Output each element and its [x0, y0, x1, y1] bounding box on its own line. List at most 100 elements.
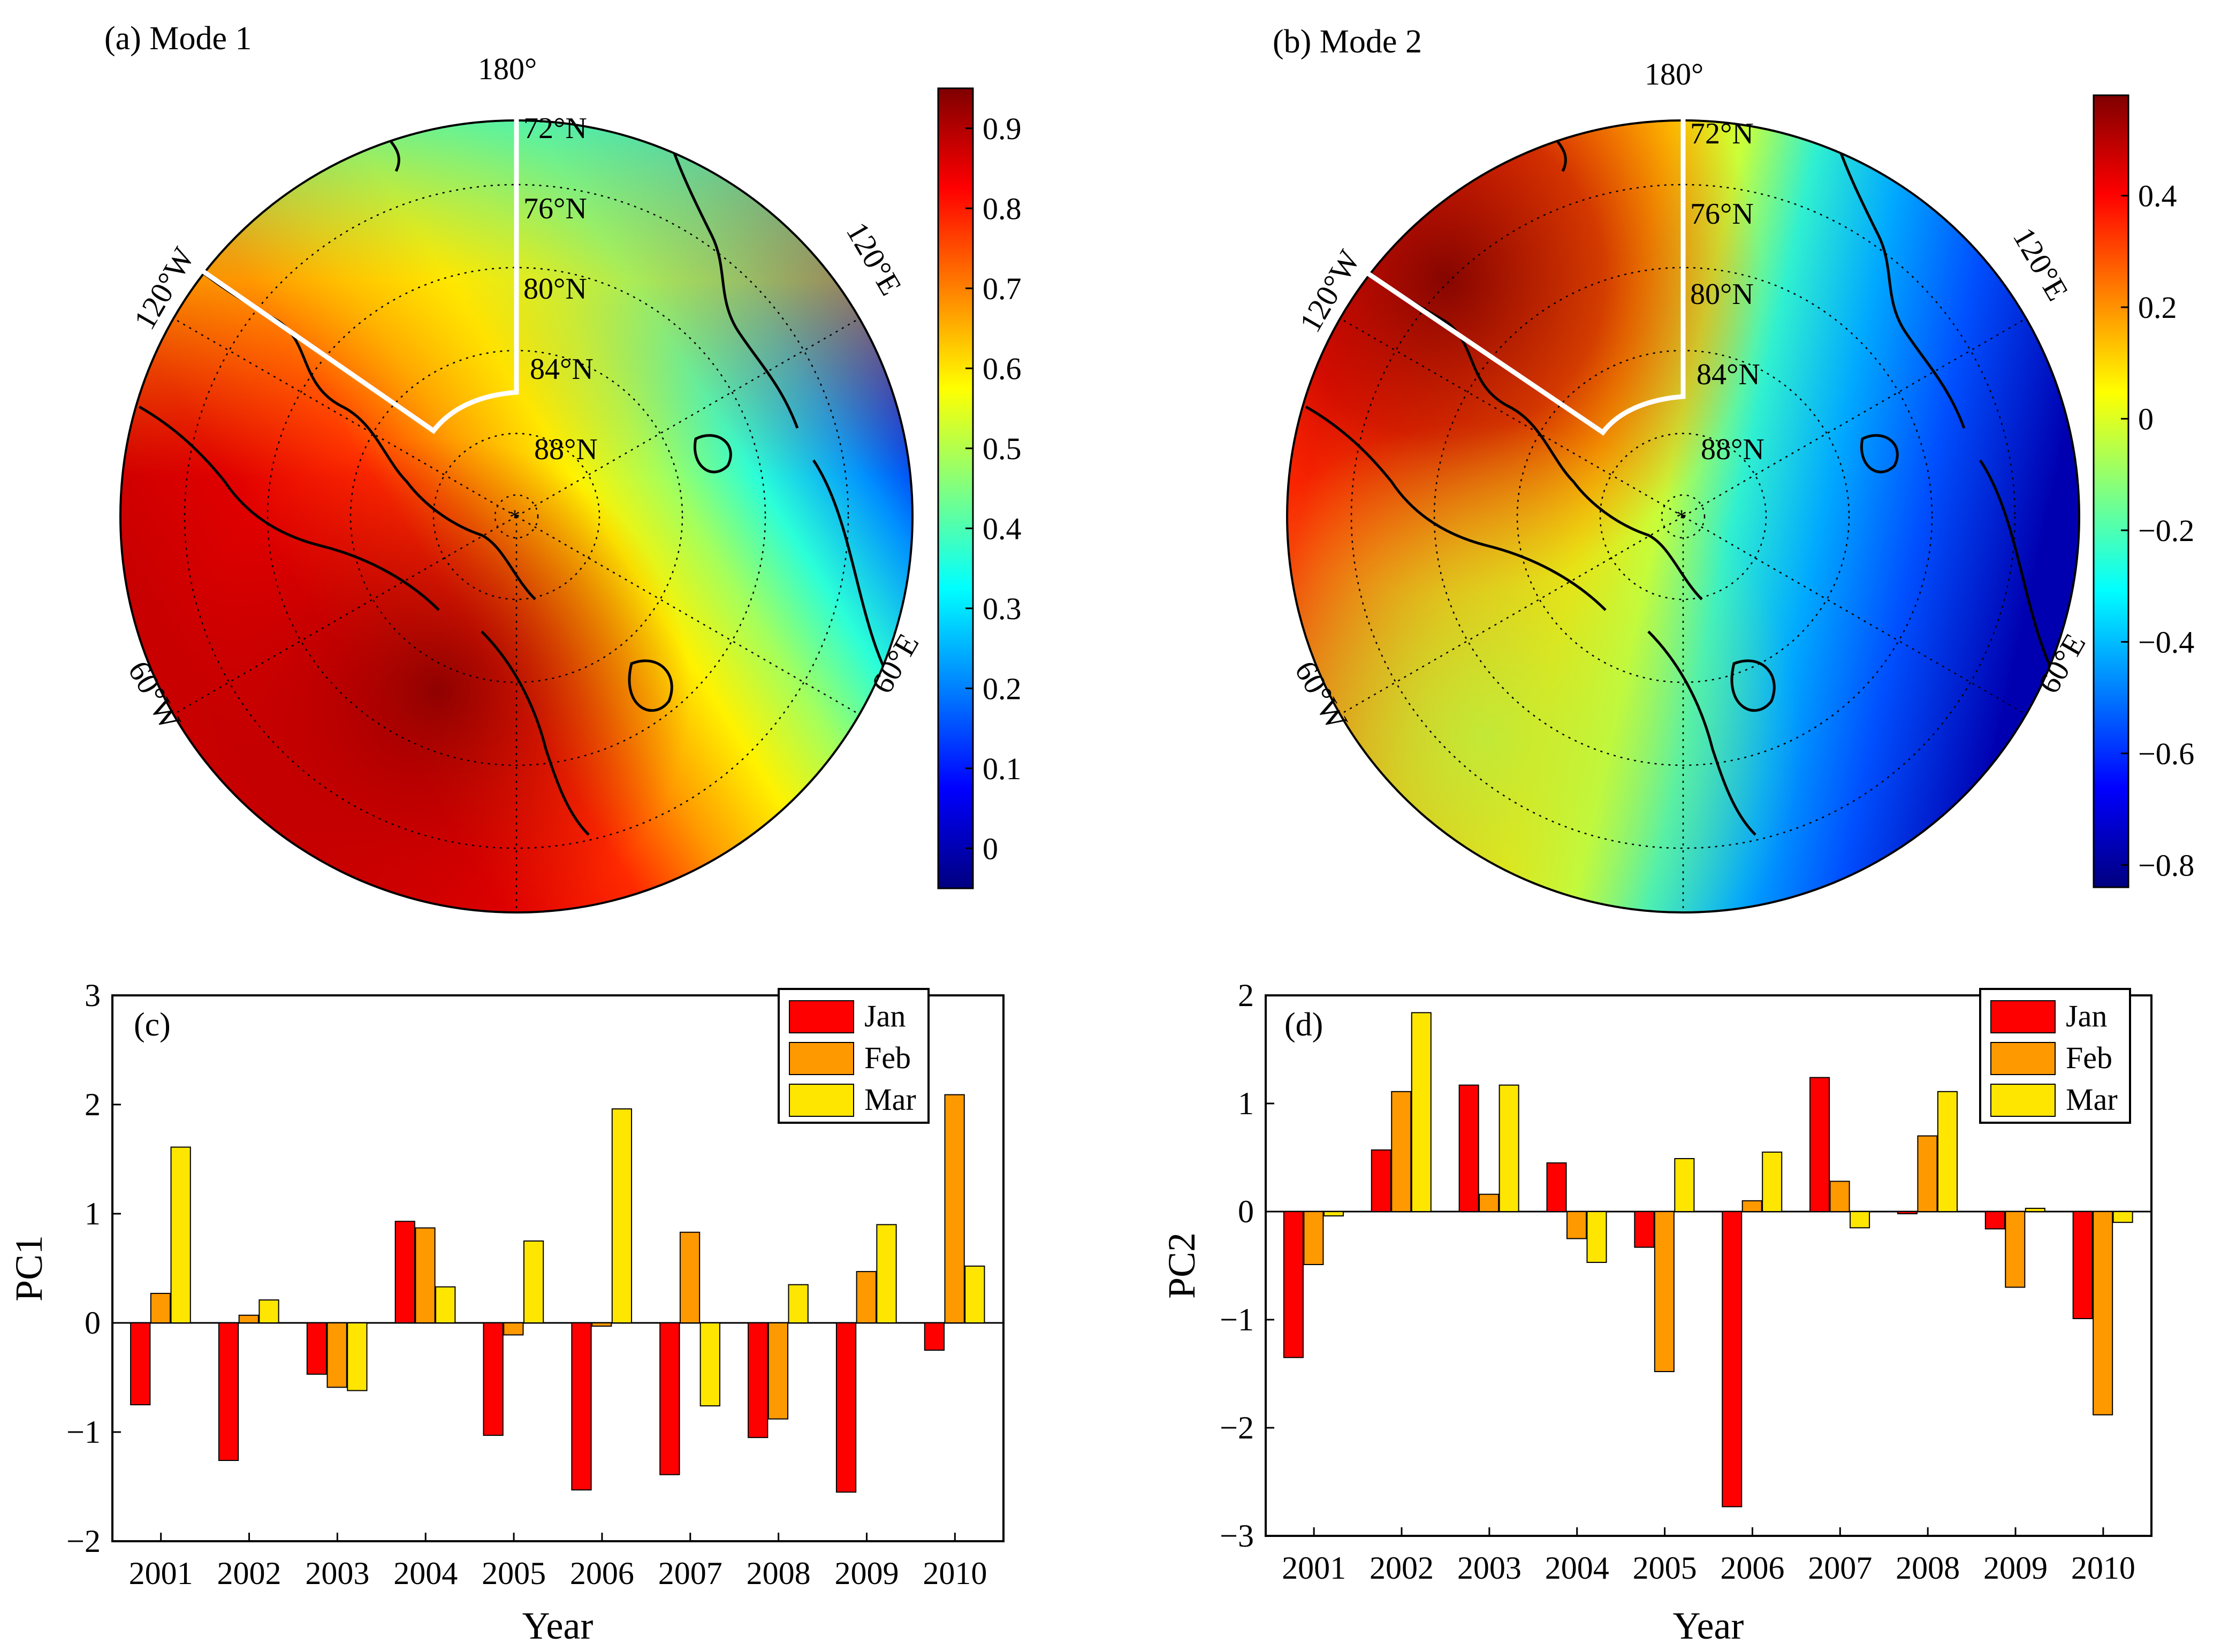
map-a-lat-76: 76°N — [523, 192, 587, 225]
chart-c-bar-mar-2001 — [170, 1146, 191, 1324]
chart-d-bar-feb-2004 — [1566, 1211, 1587, 1239]
chart-c-x-tick-label: 2004 — [393, 1556, 458, 1591]
chart-c-bar-mar-2002 — [258, 1299, 279, 1323]
chart-c-bar-jan-2007 — [659, 1322, 680, 1475]
chart-c-x-tick-label: 2007 — [658, 1556, 722, 1591]
chart-d-legend-label-mar: Mar — [2066, 1082, 2118, 1117]
chart-d-bar-jan-2006 — [1722, 1211, 1743, 1508]
chart-c-ylabel: PC1 — [7, 1235, 50, 1301]
chart-c-bar-jan-2004 — [394, 1221, 415, 1324]
map-panel-a: (a) Mode 1 — [104, 20, 1022, 913]
colorbar-a-tick-label: 0.2 — [983, 671, 1022, 706]
chart-d-bar-feb-2009 — [2005, 1211, 2026, 1288]
chart-d-bar-mar-2010 — [2112, 1211, 2133, 1223]
colorbar-b-tick-label: −0.4 — [2138, 625, 2194, 659]
chart-c-x-tick-label: 2005 — [482, 1556, 546, 1591]
chart-c-xlabel: Year — [522, 1604, 594, 1647]
chart-c-legend-label-jan: Jan — [864, 999, 906, 1033]
chart-c-panel-label: (c) — [134, 1007, 171, 1043]
colorbar-a-tick-label: 0 — [983, 831, 998, 866]
chart-c-x-tick-label: 2006 — [570, 1556, 634, 1591]
chart-d-bar-mar-2003 — [1499, 1084, 1519, 1213]
map-a-lat-72: 72°N — [523, 112, 587, 145]
map-a-graticule — [173, 184, 860, 912]
chart-c-bar-feb-2004 — [415, 1227, 436, 1324]
chart-d-bar-mar-2002 — [1411, 1012, 1432, 1212]
chart-c-legend-swatch-jan — [789, 1000, 854, 1033]
chart-c-y-tick-label: 0 — [85, 1305, 101, 1341]
chart-d-bar-mar-2008 — [1937, 1091, 1958, 1213]
chart-c-legend-label-feb: Feb — [864, 1040, 911, 1075]
chart-c-y-tick-label: 3 — [85, 978, 101, 1013]
chart-d-x-tick-label: 2005 — [1633, 1550, 1697, 1586]
map-a-sector-boundary — [188, 86, 519, 435]
colorbar-a-tick-label: 0.3 — [983, 591, 1022, 626]
chart-d-ylabel: PC2 — [1160, 1232, 1203, 1299]
chart-d-bar-jan-2004 — [1546, 1162, 1567, 1213]
map-b-lat-88: 88°N — [1701, 433, 1764, 466]
chart-c-bar-feb-2006 — [591, 1322, 612, 1327]
chart-d-bar-jan-2002 — [1371, 1149, 1391, 1213]
chart-c-x-tick-label: 2010 — [923, 1556, 987, 1591]
chart-c-bar-mar-2009 — [876, 1224, 897, 1323]
chart-d-bars — [1266, 1012, 2151, 1508]
chart-c-legend-swatch-feb — [789, 1042, 854, 1075]
map-a-lon-120e: 120°E — [840, 216, 909, 301]
chart-d-bar-feb-2006 — [1741, 1200, 1762, 1213]
chart-c-bars — [112, 1094, 1003, 1493]
chart-d-y-tick-label: −1 — [1220, 1302, 1254, 1337]
chart-d-bar-jan-2005 — [1634, 1211, 1655, 1248]
chart-c-bar-feb-2008 — [767, 1322, 789, 1420]
chart-c-bar-feb-2007 — [679, 1231, 701, 1323]
map-a-lat-80: 80°N — [523, 272, 587, 306]
chart-c-bar-feb-2009 — [856, 1271, 877, 1324]
chart-c-x-ticks: 2001 2002 2003 2004 2005 2006 2007 2008 2009 2010 — [129, 1533, 987, 1591]
chart-d-x-tick-label: 2006 — [1720, 1550, 1784, 1586]
colorbar-b-tick-label: −0.6 — [2138, 736, 2194, 771]
map-b-title: (b) Mode 2 — [1273, 24, 1422, 60]
chart-c-bar-mar-2006 — [611, 1108, 633, 1323]
chart-c-x-tick-label: 2001 — [129, 1556, 193, 1591]
chart-d-bar-mar-2006 — [1762, 1151, 1783, 1212]
chart-d-bar-mar-2004 — [1586, 1211, 1607, 1263]
chart-d-bar-jan-2001 — [1283, 1211, 1304, 1358]
map-b-lat-72: 72°N — [1690, 117, 1754, 150]
chart-d-x-tick-label: 2007 — [1808, 1550, 1872, 1586]
chart-d-bar-mar-2007 — [1850, 1211, 1870, 1229]
chart-c-legend: Jan Feb Mar — [778, 988, 930, 1124]
chart-c-legend-swatch-mar — [789, 1084, 854, 1117]
chart-d-legend-swatch-jan — [1990, 1000, 2056, 1033]
chart-c-bar-feb-2010 — [944, 1094, 965, 1323]
chart-c-bar-mar-2008 — [788, 1284, 809, 1324]
chart-c-bar-jan-2009 — [835, 1322, 857, 1493]
chart-c-x-tick-label: 2009 — [834, 1556, 899, 1591]
chart-c-y-tick-label: −2 — [66, 1524, 101, 1559]
north-pole-marker: * — [509, 505, 520, 529]
chart-d-x-tick-label: 2008 — [1896, 1550, 1960, 1586]
chart-d-bar-feb-2005 — [1654, 1211, 1675, 1372]
chart-c-y-tick-label: 1 — [85, 1196, 101, 1231]
chart-c-bar-feb-2005 — [503, 1322, 524, 1336]
chart-d-bar-feb-2010 — [2093, 1211, 2113, 1415]
colorbar-b-tick-label: 0 — [2138, 402, 2154, 437]
map-a-title: (a) Mode 1 — [104, 20, 252, 57]
chart-c-bar-jan-2003 — [306, 1322, 328, 1375]
colorbar-b: 0.4 0.2 0 −0.2 −0.4 −0.6 −0.8 — [2093, 94, 2194, 888]
colorbar-a-tick-label: 0.4 — [983, 511, 1022, 546]
chart-d-bar-jan-2010 — [2072, 1211, 2093, 1319]
chart-c-bar-mar-2003 — [347, 1322, 368, 1391]
colorbar-a: 0.9 0.8 0.7 0.6 0.5 0.4 0.3 0.2 0.1 0 — [937, 87, 1022, 889]
chart-c-bar-feb-2003 — [326, 1322, 347, 1388]
map-b-lat-84: 84°N — [1697, 358, 1760, 391]
colorbar-a-tick-label: 0.5 — [983, 431, 1022, 466]
chart-d-x-tick-label: 2004 — [1545, 1550, 1609, 1586]
chart-d-y-ticks: 2 1 0 −1 −2 −3 — [1220, 978, 1274, 1554]
chart-d-bar-jan-2009 — [1984, 1211, 2005, 1230]
map-b-lon-180: 180° — [1645, 57, 1703, 92]
chart-d-y-tick-label: 1 — [1238, 1086, 1254, 1121]
map-panel-b: (b) Mode 2 — [1273, 24, 2194, 913]
map-b-lon-120e: 120°E — [2006, 222, 2075, 307]
chart-d-bar-mar-2005 — [1674, 1158, 1695, 1213]
chart-c-legend-entries: Jan Feb Mar — [789, 999, 916, 1117]
